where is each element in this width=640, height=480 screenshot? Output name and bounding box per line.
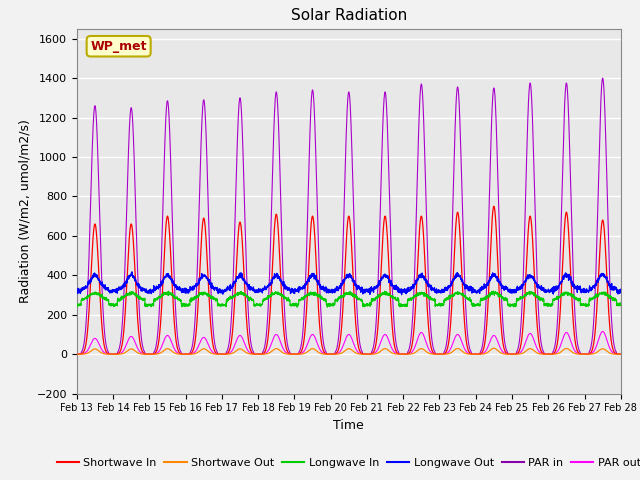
Text: WP_met: WP_met <box>90 40 147 53</box>
X-axis label: Time: Time <box>333 419 364 432</box>
Title: Solar Radiation: Solar Radiation <box>291 9 407 24</box>
Y-axis label: Radiation (W/m2, umol/m2/s): Radiation (W/m2, umol/m2/s) <box>18 119 31 303</box>
Legend: Shortwave In, Shortwave Out, Longwave In, Longwave Out, PAR in, PAR out: Shortwave In, Shortwave Out, Longwave In… <box>52 454 640 473</box>
